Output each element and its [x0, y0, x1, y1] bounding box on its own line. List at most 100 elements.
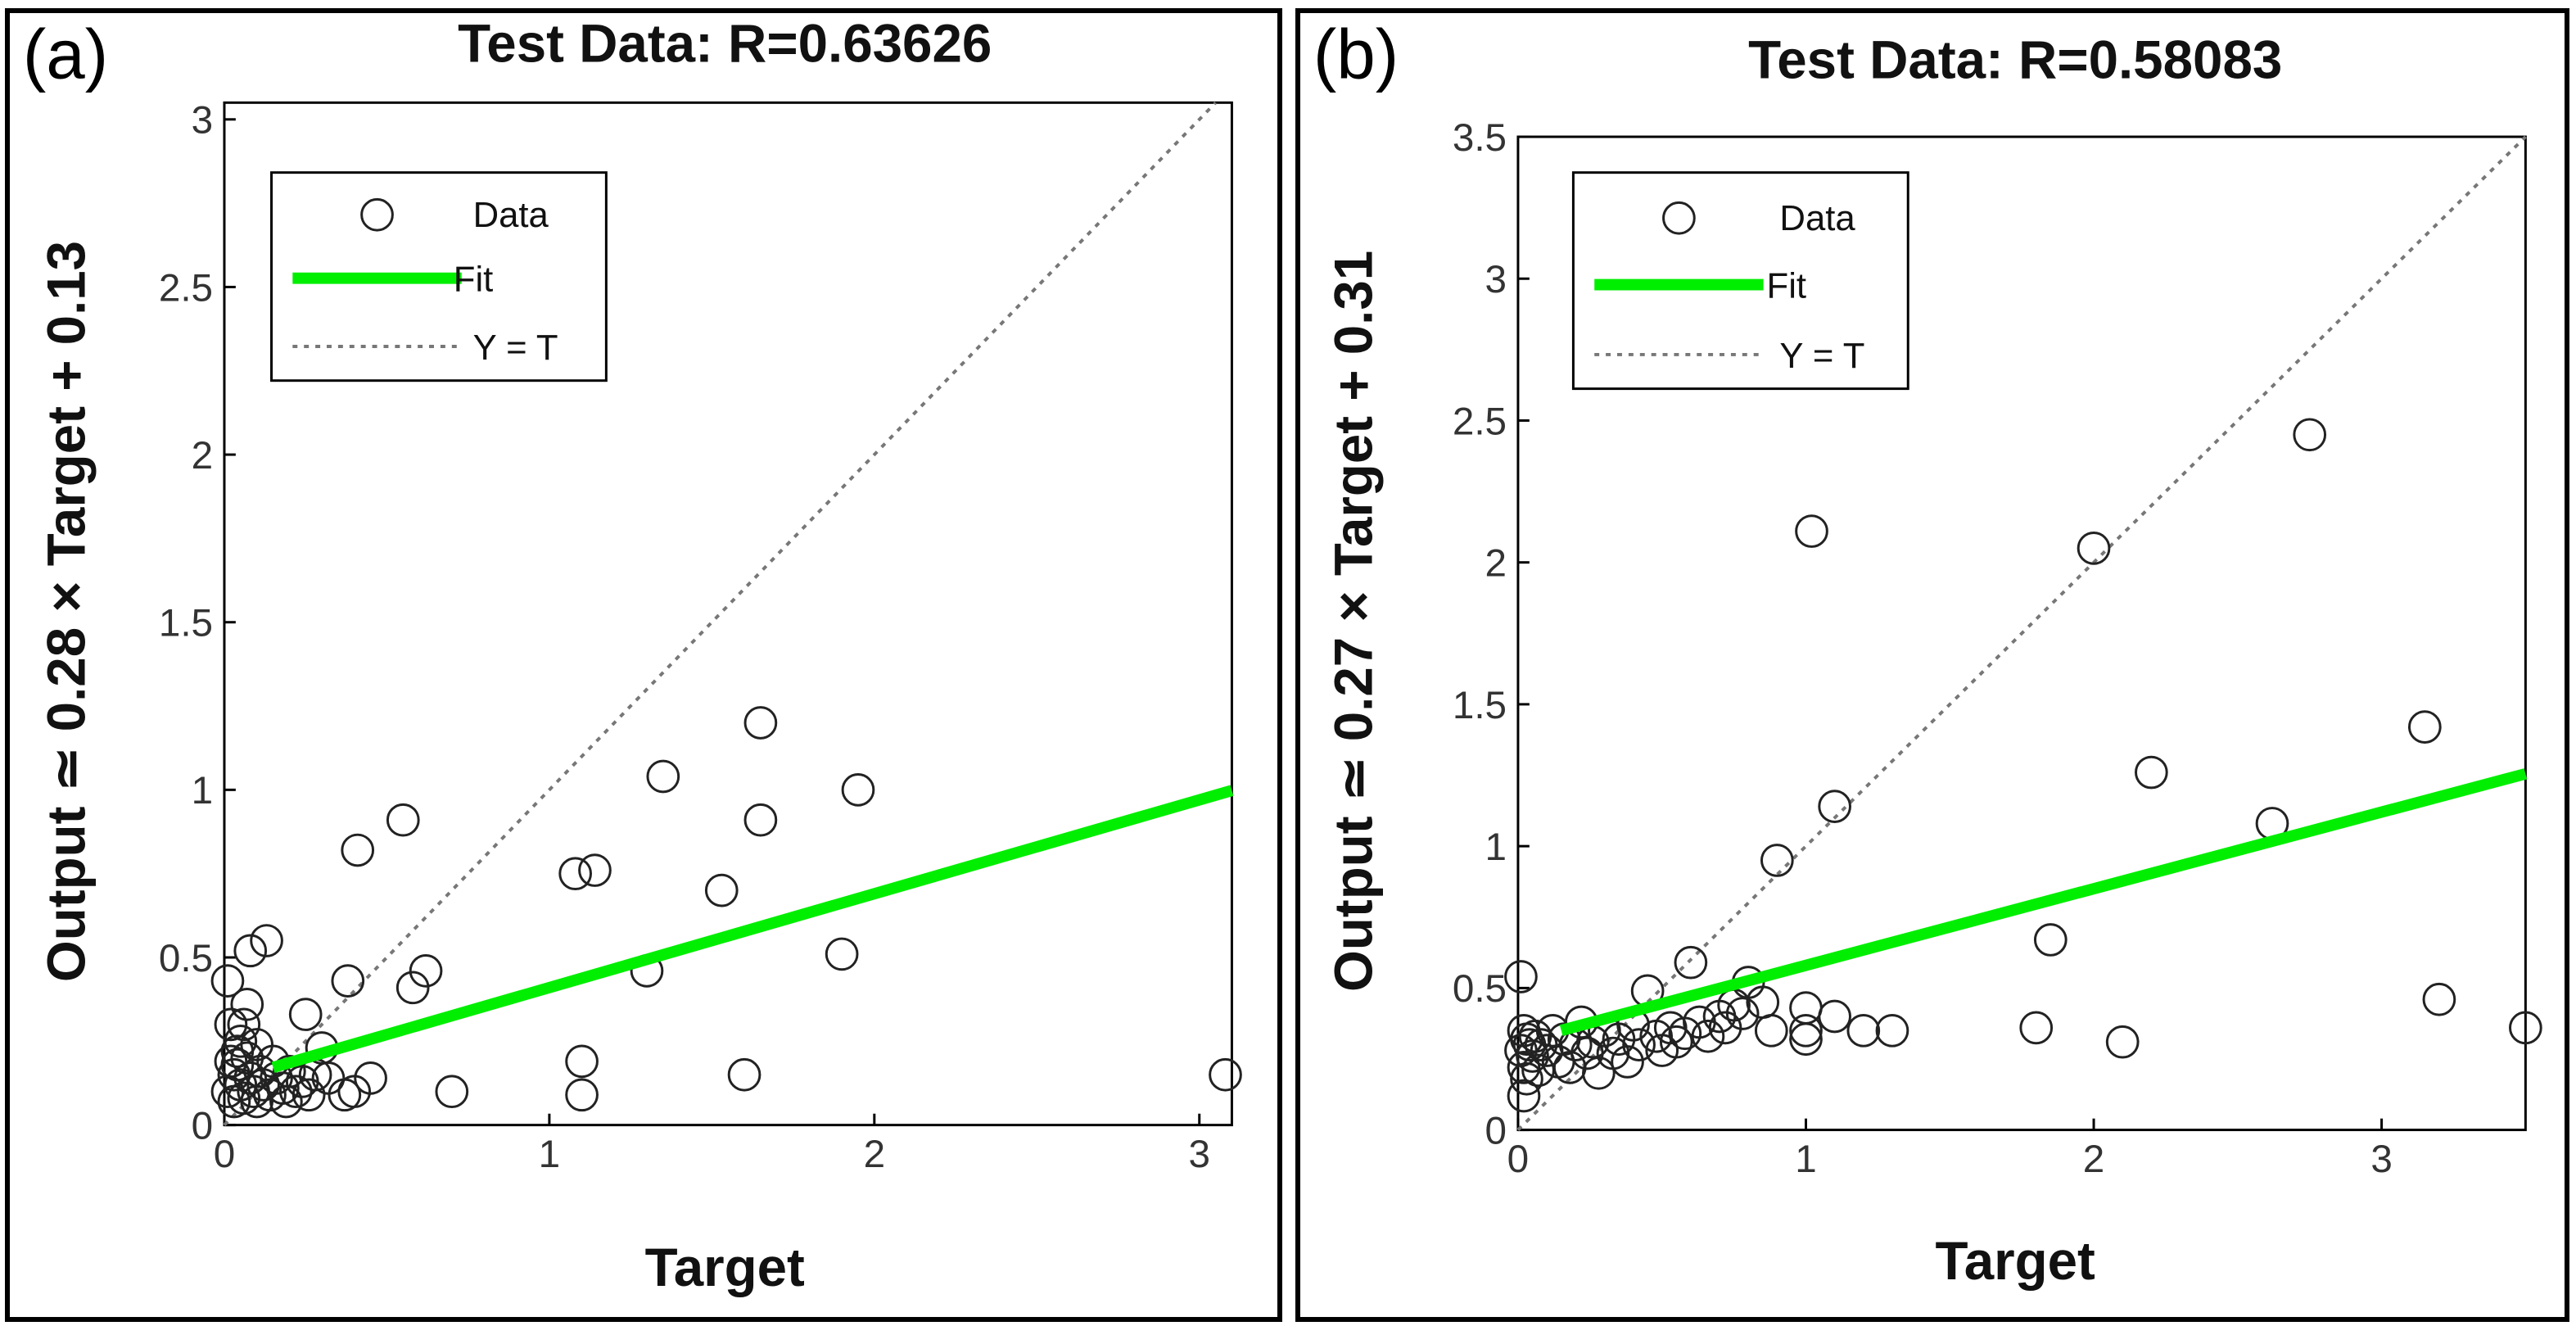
- data-point: [1622, 1028, 1656, 1061]
- legend-a: Data Fit Y = T: [270, 171, 608, 382]
- data-point: [565, 1078, 599, 1112]
- legend-data-marker-a: [360, 197, 394, 232]
- fit-line-b: [1559, 768, 2528, 1036]
- identity-line-b: [1516, 135, 2527, 1132]
- data-point: [646, 759, 680, 794]
- fit-line-a: [271, 785, 1234, 1073]
- data-point: [240, 1084, 274, 1119]
- x-tick-label: 3: [2370, 1138, 2392, 1181]
- data-point: [1510, 1061, 1543, 1096]
- x-tick-label: 2: [2083, 1138, 2104, 1181]
- data-point: [217, 1084, 251, 1119]
- data-point: [354, 1061, 387, 1095]
- data-point: [1725, 997, 1760, 1030]
- data-point: [558, 857, 592, 891]
- y-axis-label-a: Output ≃ 0.28 × Target + 0.13: [36, 241, 96, 982]
- data-point: [1516, 1039, 1549, 1073]
- legend-ident-label-b: Y = T: [1779, 336, 1864, 376]
- data-point: [220, 1048, 255, 1082]
- chart-b-svg: (b) Test Data: R=0.58083 Target Output ≃…: [1313, 16, 2542, 1291]
- y-tick-label: 1: [192, 769, 214, 812]
- plot-area-a: [223, 101, 1233, 1127]
- x-axis-label-a: Target: [645, 1238, 805, 1297]
- data-point: [395, 971, 430, 1005]
- data-point: [743, 803, 778, 837]
- x-tick-label: 0: [214, 1133, 236, 1176]
- data-point: [2105, 1025, 2140, 1059]
- y-tick-label: 0: [1485, 1109, 1507, 1152]
- data-point: [233, 1061, 268, 1095]
- y-tick-label: 0.5: [1453, 967, 1507, 1011]
- identity-line-a: [223, 101, 1218, 1127]
- chart-title-b: Test Data: R=0.58083: [1748, 30, 2282, 90]
- chart-a-svg: (a) Test Data: R=0.63626 Target Output ≃…: [23, 14, 1242, 1297]
- y-axis-label-b: Output ≃ 0.27 × Target + 0.31: [1323, 251, 1383, 992]
- data-point: [2019, 1011, 2054, 1045]
- x-tick-label: 1: [1795, 1138, 1816, 1181]
- data-point: [227, 1007, 261, 1042]
- data-point: [2033, 923, 2068, 957]
- data-point: [2407, 710, 2442, 744]
- data-point: [1795, 514, 1828, 548]
- legend-fit-label-b: Fit: [1767, 265, 1807, 305]
- data-point: [565, 1044, 599, 1079]
- legend-data-label-b: Data: [1779, 198, 1855, 238]
- data-point: [1789, 1013, 1823, 1048]
- data-point: [825, 937, 859, 971]
- data-point: [2509, 1011, 2542, 1045]
- data-point: [1760, 844, 1794, 877]
- data-point: [2422, 982, 2456, 1016]
- data-point: [1504, 960, 1538, 993]
- data-point: [1691, 1019, 1725, 1053]
- data-point: [341, 833, 375, 867]
- data-point: [269, 1084, 303, 1119]
- y-tick-label: 0: [192, 1105, 214, 1148]
- legend-fit-label-a: Fit: [454, 260, 494, 300]
- data-point: [288, 998, 323, 1031]
- panel-label-a: (a): [23, 16, 108, 94]
- data-point: [291, 1078, 326, 1112]
- data-point: [214, 1007, 248, 1042]
- data-point: [1507, 1079, 1541, 1113]
- data-point: [1659, 1025, 1693, 1059]
- panel-label-b: (b): [1313, 16, 1399, 94]
- data-point: [409, 954, 443, 988]
- panel-a: (a) Test Data: R=0.63626 Target Output ≃…: [5, 8, 1282, 1322]
- x-tick-label: 1: [539, 1133, 561, 1176]
- legend-ident-label-a: Y = T: [473, 328, 558, 368]
- legend-b: Data Fit Y = T: [1571, 171, 1909, 391]
- panel-b: (b) Test Data: R=0.58083 Target Output ≃…: [1295, 8, 2569, 1322]
- data-point: [2135, 755, 2168, 790]
- data-point: [2077, 532, 2111, 565]
- y-tick-label: 2: [192, 434, 214, 477]
- data-point: [1818, 999, 1851, 1034]
- data-point: [1674, 945, 1708, 980]
- y-tick-label: 2.5: [1453, 400, 1507, 443]
- data-point: [1818, 790, 1851, 823]
- y-tick-label: 2: [1485, 542, 1507, 586]
- data-point: [704, 873, 739, 907]
- data-point: [1789, 1022, 1823, 1057]
- data-point: [435, 1075, 469, 1109]
- x-tick-label: 0: [1507, 1138, 1529, 1181]
- x-tick-label: 3: [1188, 1133, 1210, 1176]
- y-tick-label: 1.5: [1453, 684, 1507, 727]
- data-point: [278, 1075, 313, 1109]
- y-tick-label: 1.5: [159, 602, 213, 645]
- y-tick-label: 3: [1485, 258, 1507, 301]
- y-tick-label: 2.5: [159, 266, 213, 310]
- data-point: [331, 964, 365, 998]
- data-point: [1875, 1013, 1909, 1048]
- data-point: [1846, 1013, 1881, 1048]
- data-point: [727, 1057, 762, 1092]
- legend-data-label-a: Data: [473, 195, 549, 235]
- data-point: [1611, 1045, 1644, 1079]
- data-point: [220, 1034, 255, 1068]
- data-point: [1209, 1057, 1242, 1092]
- data-point: [1507, 1051, 1541, 1084]
- plot-area-b: [1516, 135, 2527, 1132]
- chart-title-a: Test Data: R=0.63626: [458, 14, 992, 74]
- data-point: [2293, 418, 2327, 452]
- data-point: [1754, 1013, 1788, 1048]
- data-point: [233, 934, 268, 968]
